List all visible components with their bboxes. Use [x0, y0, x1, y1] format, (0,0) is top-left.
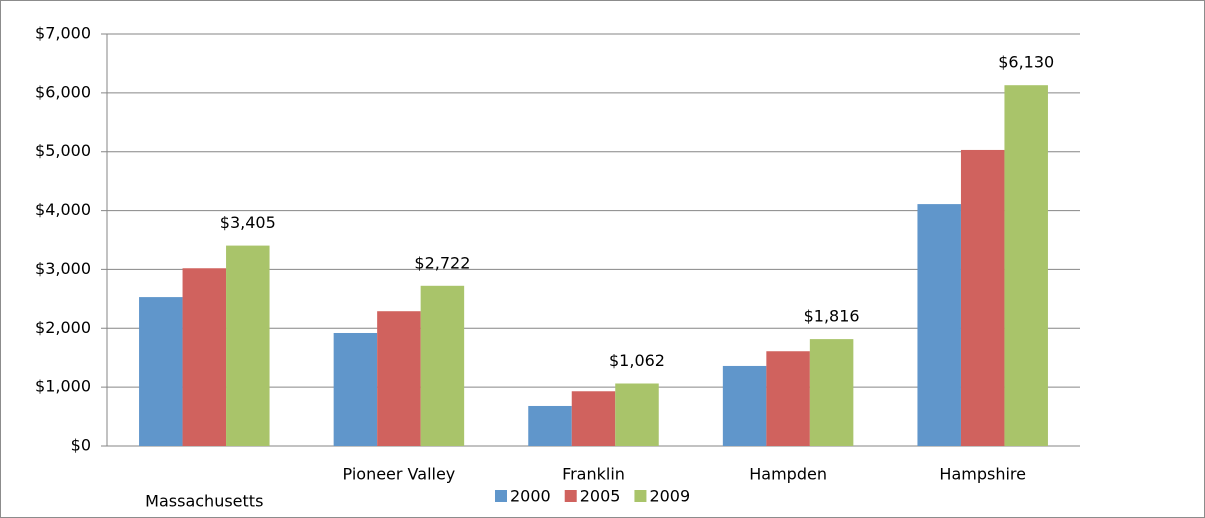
y-tick-label: $0 [71, 436, 91, 455]
bar [571, 391, 616, 446]
x-tick-label: Franklin [562, 465, 625, 484]
data-label: $2,722 [414, 253, 470, 272]
legend-swatch [495, 490, 507, 502]
bar [1004, 85, 1048, 446]
bar [139, 297, 183, 446]
y-tick-label: $3,000 [35, 259, 91, 278]
data-label: $1,816 [804, 307, 860, 326]
bar [766, 351, 810, 446]
bar [960, 149, 1005, 446]
bar [182, 268, 227, 446]
data-label: $1,062 [609, 351, 665, 370]
x-tick-label: Hampden [749, 465, 827, 484]
y-tick-label: $7,000 [35, 24, 91, 43]
bar [809, 339, 854, 446]
bar [528, 405, 572, 446]
bar [377, 311, 421, 446]
data-label: $3,405 [220, 213, 276, 232]
bar [226, 245, 270, 446]
x-tick-label: Hampshire [939, 465, 1026, 484]
bar [722, 365, 767, 446]
x-tick-label: Massachusetts [145, 492, 263, 511]
bar [333, 332, 378, 446]
legend-label: 2000 [510, 487, 551, 506]
bar [917, 204, 961, 446]
legend-label: 2009 [649, 487, 690, 506]
y-tick-label: $4,000 [35, 200, 91, 219]
x-tick-label: Pioneer Valley [343, 465, 456, 484]
bar [420, 285, 465, 446]
bar [615, 383, 659, 446]
y-tick-label: $6,000 [35, 82, 91, 101]
y-tick-label: $2,000 [35, 318, 91, 337]
y-tick-label: $1,000 [35, 377, 91, 396]
data-label: $6,130 [998, 53, 1054, 72]
legend-swatch [564, 490, 577, 502]
legend-label: 2005 [580, 487, 621, 506]
y-tick-label: $5,000 [35, 141, 91, 160]
legend-swatch [634, 490, 647, 502]
